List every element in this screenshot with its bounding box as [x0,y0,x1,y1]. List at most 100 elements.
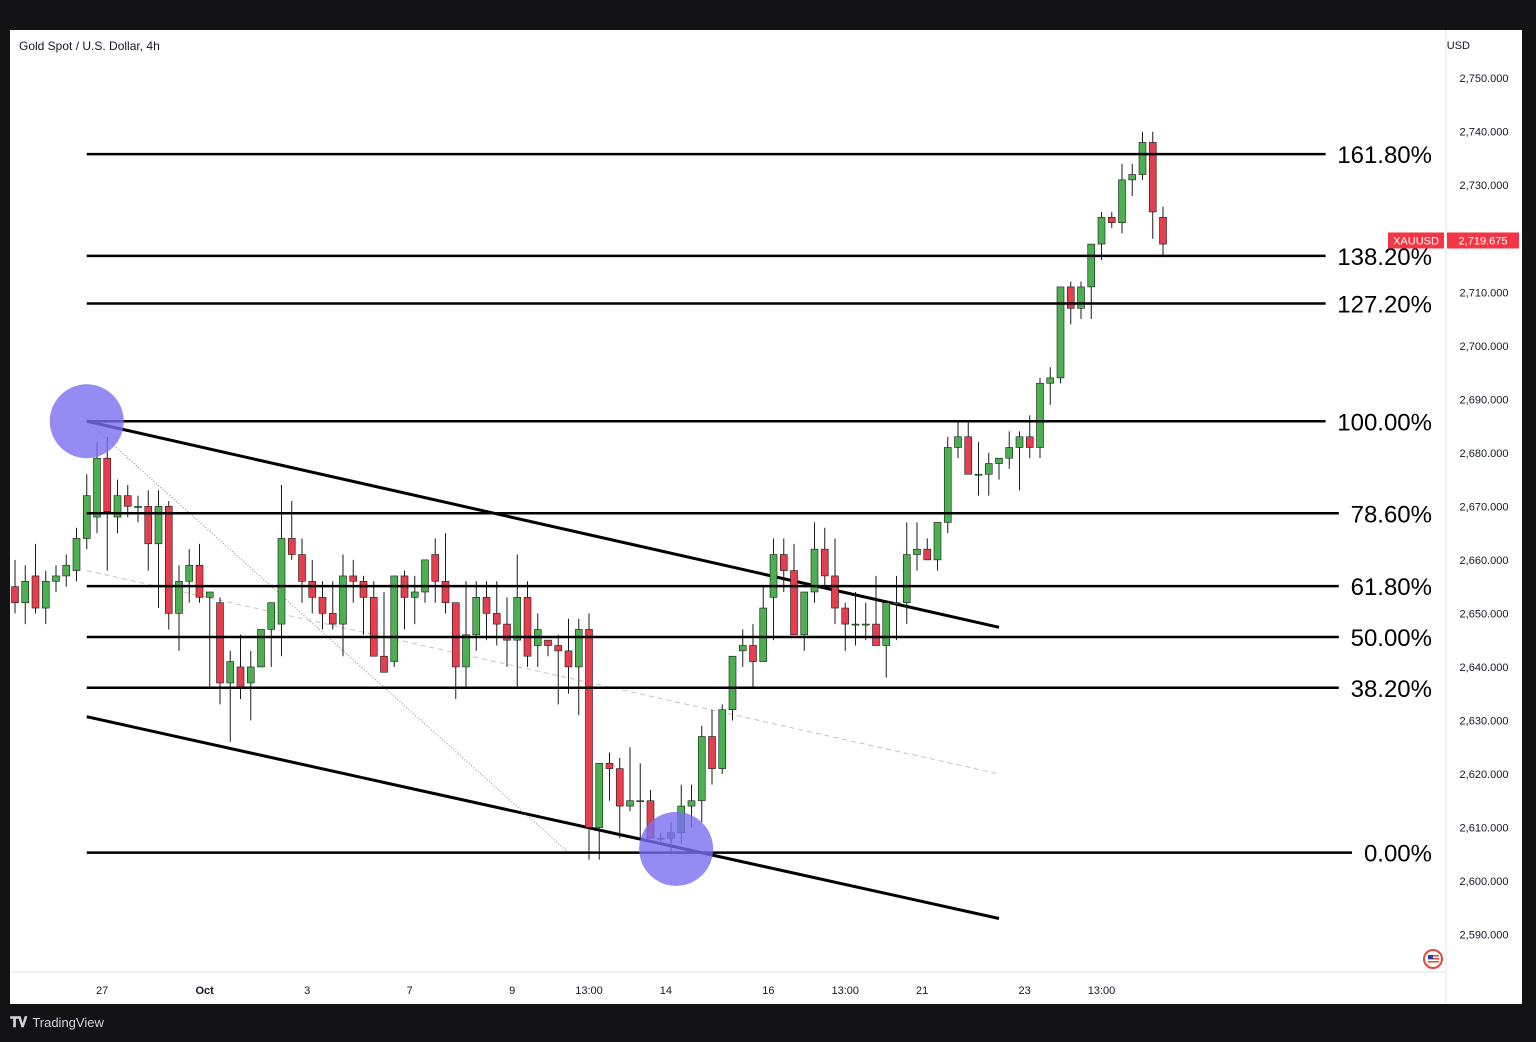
candle-body [1025,436,1034,448]
symbol-tag [1388,232,1444,249]
candle-body [72,538,81,571]
x-tick-label: 7 [407,985,413,997]
candle-body [1118,179,1126,223]
candle-body [267,602,276,630]
candle-body [134,506,142,508]
x-tick-label: 23 [1019,985,1031,997]
candle-body [564,650,573,668]
tradingview-logo-icon: 𝐓𝐕 [10,1013,27,1030]
candle-body [779,554,788,571]
candle-body [472,597,481,636]
candle-body [954,436,962,448]
y-tick-label: 2,610.000 [1460,822,1509,834]
y-tick-label: 2,640.000 [1460,662,1509,674]
candle-body [144,506,153,545]
candle-body [1087,243,1096,288]
candle-body [1148,142,1157,213]
candle-body [410,591,419,598]
candle-body [523,597,532,657]
candle-body [82,495,91,539]
candle-body [861,623,870,626]
candle-body [164,506,173,614]
candle-body [205,591,214,598]
candle-body [482,597,491,614]
candle-body [441,580,450,603]
chart-title: Gold Spot / U.S. Dollar, 4h [19,39,160,53]
candle-body [503,623,511,641]
candle-body [31,575,40,609]
candle-body [585,629,593,828]
x-tick-label: 16 [762,985,774,997]
candle-body [421,559,429,593]
candle-body [851,623,860,626]
candle-body [1046,377,1055,384]
candle-body [697,736,706,802]
y-tick-label: 2,680.000 [1460,448,1509,460]
candle-body [544,639,552,646]
candle-body [257,629,265,668]
us-flag-icon[interactable] [1423,949,1443,969]
candle-body [308,580,317,598]
swing-marker [49,384,124,459]
x-tick-label: Oct [195,985,214,997]
candle-body [369,597,378,657]
candle-body [185,564,194,582]
candle-body [738,645,747,652]
candle-body [810,548,819,593]
candle-body [759,607,768,662]
candle-body [984,463,993,475]
y-tick-label: 2,740.000 [1460,127,1509,139]
fib-label: 161.80% [1337,142,1432,169]
fib-label: 100.00% [1337,409,1432,436]
swing-marker [639,811,714,886]
candle-body [841,607,850,625]
candle-body [1097,217,1106,245]
x-tick-label: 27 [96,985,108,997]
candle-body [1138,142,1147,175]
candle-body [995,457,1003,464]
candle-body [1159,217,1167,245]
candle-body [318,597,327,614]
price-chart[interactable]: 161.80%138.20%127.20%100.00%78.60%61.80%… [10,30,1522,1004]
candle-body [1005,447,1014,459]
candle-body [103,457,112,513]
candle-body [195,564,204,598]
candle-body [892,602,901,604]
candle-body [933,522,942,561]
candle-body [708,736,716,769]
candle-body [21,580,30,603]
candle-body [236,666,245,689]
candle-body [339,575,347,625]
y-tick-label: 2,750.000 [1460,73,1509,85]
candle-body [451,602,460,668]
x-tick-label: 3 [304,985,310,997]
brand-name[interactable]: TradingView [32,1014,104,1030]
candle-body [246,666,255,684]
candle-body [964,436,973,475]
fib-label: 38.20% [1351,676,1432,703]
candle-body [277,538,286,625]
candle-body [1128,174,1137,181]
candle-body [605,762,614,769]
fib-label: 0.00% [1364,841,1432,868]
candle-body [492,613,501,625]
currency-label: USD [1446,40,1470,52]
candle-body [790,570,798,636]
candle-body [154,506,163,545]
candle-body [800,591,809,636]
candle-body [1015,436,1024,448]
candle-body [11,586,19,603]
candle-body [687,800,696,807]
candle-body [390,575,399,662]
candle-body [1056,286,1065,379]
symbol-tag-label: XAUUSD [1393,235,1439,247]
candle-body [831,575,839,609]
y-tick-label: 2,710.000 [1460,287,1509,299]
y-tick-label: 2,650.000 [1460,608,1509,620]
candle-body [1066,286,1075,309]
candle-body [882,602,891,646]
x-tick-label: 21 [916,985,928,997]
candle-body [728,655,737,711]
candle-body [636,800,645,803]
candle-body [62,564,71,577]
